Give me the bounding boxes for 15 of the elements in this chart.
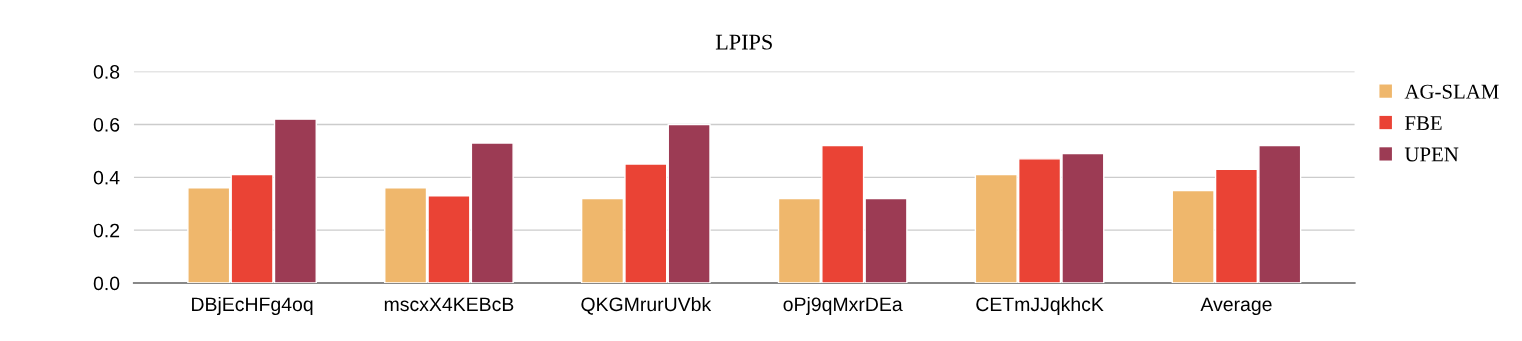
y-tick-label: 0.6 bbox=[93, 117, 120, 132]
legend-label: AG-SLAM bbox=[1404, 84, 1499, 99]
y-tick-label: 0.8 bbox=[93, 65, 120, 79]
x-tick-label: QKGMrurUVbk bbox=[581, 296, 712, 315]
chart-title: LPIPS bbox=[715, 34, 772, 50]
legend-label: UPEN bbox=[1404, 147, 1459, 162]
y-tick-label: 0.2 bbox=[93, 223, 120, 238]
legend-label: FBE bbox=[1405, 116, 1442, 130]
y-tick-label: 0.0 bbox=[93, 276, 120, 291]
x-tick-label: DBjEcHFg4oq bbox=[192, 296, 313, 316]
x-tick-label: oPj9qMxrDEa bbox=[783, 296, 903, 316]
x-tick-label: Average bbox=[1200, 297, 1272, 316]
x-tick-label: mscxX4KEBcB bbox=[384, 297, 514, 312]
x-tick-label: CETmJJqkhcK bbox=[976, 296, 1104, 316]
y-tick-label: 0.4 bbox=[93, 170, 120, 185]
